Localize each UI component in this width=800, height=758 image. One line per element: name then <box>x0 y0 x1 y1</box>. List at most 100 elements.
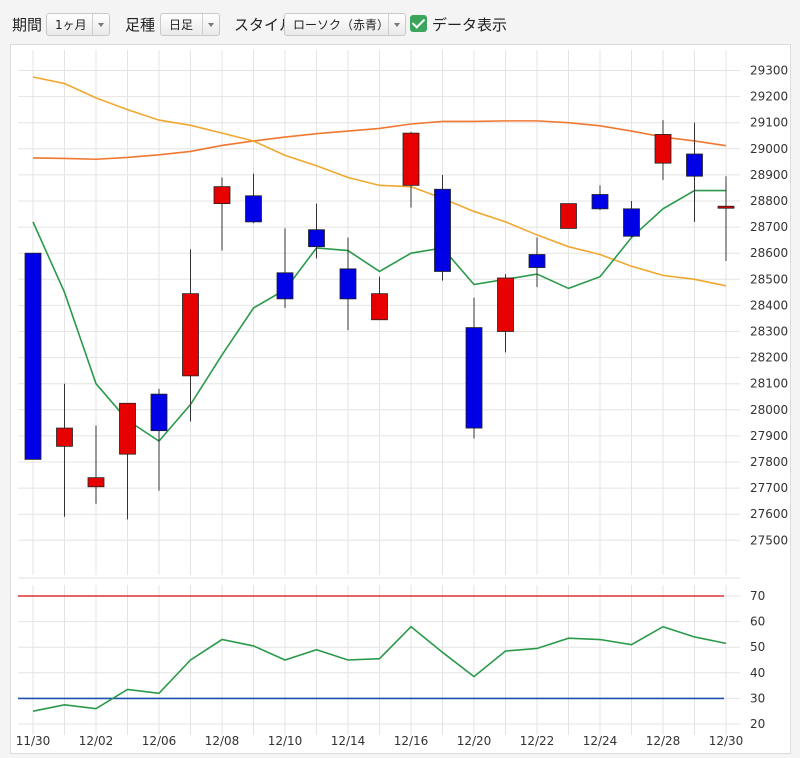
period-select[interactable]: 1ヶ月 <box>46 13 110 36</box>
y-tick-label: 27500 <box>750 533 788 547</box>
candle-body <box>623 208 640 237</box>
candle <box>213 177 231 251</box>
y-tick-label: 20 <box>750 717 765 731</box>
y-tick-label: 60 <box>750 615 765 629</box>
x-tick-label: 12/02 <box>79 734 114 748</box>
x-tick-label: 12/08 <box>205 734 240 748</box>
ma-long-line <box>32 120 727 161</box>
y-tick-label: 28200 <box>750 351 788 365</box>
candle <box>654 120 672 181</box>
candle <box>686 122 703 222</box>
y-tick-label: 27800 <box>750 455 788 469</box>
x-tick-label: 12/14 <box>331 734 366 748</box>
candle-body <box>182 293 199 377</box>
candle <box>371 276 388 321</box>
candle <box>150 388 168 491</box>
candle-body <box>24 252 42 460</box>
candle-body <box>339 268 357 300</box>
style-select-value: ローソク（赤青） <box>293 18 390 32</box>
y-tick-label: 70 <box>750 589 765 603</box>
candle-body <box>560 203 577 229</box>
data-display-label: データ表示 <box>432 16 508 34</box>
candle-body <box>87 477 105 488</box>
candle-body <box>591 194 609 210</box>
y-tick-label: 28900 <box>750 168 788 182</box>
y-tick-label: 29100 <box>750 116 788 130</box>
candle-body <box>402 132 420 186</box>
y-tick-label: 27700 <box>750 481 788 495</box>
candle <box>56 383 73 517</box>
y-tick-label: 29200 <box>750 90 788 104</box>
x-tick-label: 12/30 <box>709 734 744 748</box>
y-tick-label: 28400 <box>750 298 788 312</box>
candle-body <box>528 254 546 268</box>
y-tick-label: 28100 <box>750 377 788 391</box>
candle <box>24 252 42 460</box>
candle-body <box>434 188 451 272</box>
candle <box>623 201 640 238</box>
y-tick-label: 30 <box>750 691 765 705</box>
candle <box>245 173 262 224</box>
candle-body <box>497 277 514 332</box>
toolbar: 期間 1ヶ月 足種 日足 スタイル ローソク（赤青） データ表示 <box>0 0 800 48</box>
y-tick-label: 28500 <box>750 272 788 286</box>
chevron-down-icon <box>92 14 109 35</box>
candle <box>465 297 483 439</box>
y-tick-label: 29300 <box>750 64 788 78</box>
candle <box>182 249 199 422</box>
x-tick-label: 11/30 <box>16 734 51 748</box>
candle-body <box>717 205 735 209</box>
ma-short-line <box>32 189 726 443</box>
candle-body <box>686 153 703 177</box>
chevron-down-icon <box>388 14 405 35</box>
y-tick-label: 28800 <box>750 194 788 208</box>
y-tick-label: 40 <box>750 666 765 680</box>
style-label: スタイル <box>234 16 295 34</box>
candle-body <box>56 427 73 447</box>
candle <box>560 203 577 229</box>
candle-body <box>276 272 294 300</box>
candle-body <box>150 393 168 432</box>
candle <box>339 237 357 331</box>
candle <box>497 274 514 353</box>
candle-body <box>245 195 262 223</box>
data-display-checkbox[interactable] <box>410 15 427 32</box>
x-tick-label: 12/28 <box>646 734 681 748</box>
candle-body <box>213 186 231 205</box>
y-tick-label: 50 <box>750 640 765 654</box>
candle-body <box>371 293 388 321</box>
ma-mid-line <box>32 76 727 287</box>
y-tick-label: 28600 <box>750 246 788 260</box>
ashi-select[interactable]: 日足 <box>160 13 220 36</box>
candle <box>717 176 735 262</box>
candle <box>528 237 546 288</box>
candle-body <box>308 229 325 248</box>
y-tick-label: 27600 <box>750 507 788 521</box>
candle <box>434 174 451 281</box>
candle <box>276 228 294 309</box>
candle-body <box>465 327 483 429</box>
candle-body <box>119 402 136 455</box>
x-tick-label: 12/06 <box>142 734 177 748</box>
x-tick-label: 12/16 <box>394 734 429 748</box>
candle <box>591 185 609 211</box>
y-tick-label: 28000 <box>750 403 788 417</box>
x-tick-label: 12/10 <box>268 734 303 748</box>
period-select-value: 1ヶ月 <box>55 18 87 32</box>
candle-body <box>654 134 672 164</box>
candle <box>308 203 325 259</box>
candle <box>402 131 420 208</box>
ashi-select-value: 日足 <box>169 18 194 32</box>
period-label: 期間 <box>12 16 43 34</box>
oscillator-line <box>32 625 727 712</box>
y-tick-label: 29000 <box>750 142 788 156</box>
candle <box>119 402 136 520</box>
candle <box>87 425 105 504</box>
ashi-label: 足種 <box>125 16 156 34</box>
x-tick-label: 12/24 <box>583 734 618 748</box>
style-select[interactable]: ローソク（赤青） <box>284 13 406 36</box>
y-tick-label: 28300 <box>750 325 788 339</box>
chevron-down-icon <box>202 14 219 35</box>
x-tick-label: 12/22 <box>520 734 555 748</box>
